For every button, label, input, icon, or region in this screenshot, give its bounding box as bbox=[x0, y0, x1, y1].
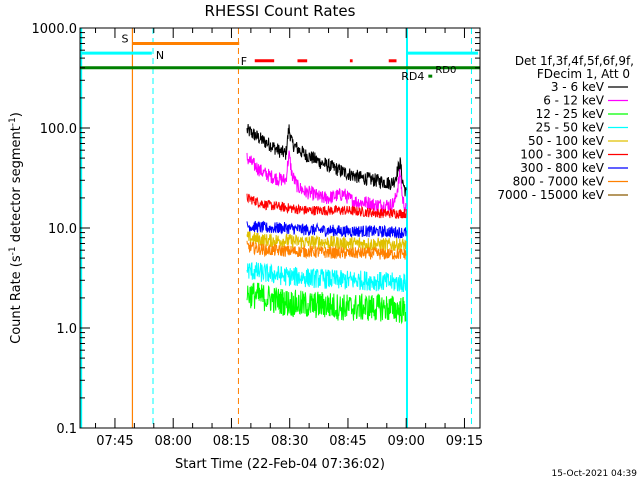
tick-layer: 0.1 1.0 10.0 100.0 1000.0 07:45 08:00 08:15 08:3… bbox=[32, 22, 484, 449]
y-axis-label-tail: detector segment bbox=[9, 126, 24, 246]
legend-label-1: 6 - 12 keV bbox=[543, 94, 605, 108]
series-line-0 bbox=[246, 123, 407, 197]
legend-label-4: 50 - 100 keV bbox=[528, 134, 605, 148]
chart-title: RHESSI Count Rates bbox=[205, 2, 356, 20]
x-axis-label: Start Time (22-Feb-04 07:36:02) bbox=[175, 457, 385, 472]
series-line-4 bbox=[246, 231, 407, 253]
x-tick-label-6: 09:15 bbox=[446, 434, 483, 449]
legend-label-2: 12 - 25 keV bbox=[536, 107, 605, 121]
flag-label-4: RD4 bbox=[401, 70, 424, 83]
y-axis-label-end: ) bbox=[9, 112, 24, 117]
x-tick-label-2: 08:15 bbox=[213, 434, 250, 449]
x-tick-label-5: 09:00 bbox=[387, 434, 424, 449]
y-tick-label-0: 0.1 bbox=[56, 422, 77, 437]
series-line-7 bbox=[246, 282, 407, 325]
legend-header-line-1: Det 1f,3f,4f,5f,6f,9f, bbox=[515, 54, 634, 68]
series-line-2 bbox=[246, 193, 407, 219]
flag-label-1: N bbox=[156, 49, 164, 62]
x-tick-label-4: 08:45 bbox=[329, 434, 366, 449]
y-axis-label: Count Rate (s-1 detector segment-1) bbox=[8, 112, 24, 344]
series-line-5 bbox=[246, 240, 407, 261]
series-line-3 bbox=[246, 220, 407, 239]
series-line-6 bbox=[246, 262, 407, 293]
flag-layer: S N RD4 F RD0 bbox=[80, 32, 480, 83]
legend-label-5: 100 - 300 keV bbox=[520, 148, 604, 162]
legend-label-6: 300 - 800 keV bbox=[520, 161, 604, 175]
timestamp: 15-Oct-2021 04:39 bbox=[552, 469, 638, 479]
series-line-1 bbox=[246, 150, 407, 214]
legend-label-8: 7000 - 15000 keV bbox=[497, 188, 604, 202]
legend-label-0: 3 - 6 keV bbox=[551, 80, 605, 94]
legend-label-7: 800 - 7000 keV bbox=[513, 175, 605, 189]
x-tick-label-3: 08:30 bbox=[271, 434, 308, 449]
legend-header-line-2: FDecim 1, Att 0 bbox=[537, 67, 630, 81]
y-tick-label-2: 10.0 bbox=[48, 222, 77, 237]
y-tick-label-4: 1000.0 bbox=[32, 22, 78, 37]
legend: Det 1f,3f,4f,5f,6f,9f, FDecim 1, Att 0 3… bbox=[497, 54, 634, 202]
rd0-flag-label: RD0 bbox=[435, 65, 456, 76]
flare-flag-label: F bbox=[241, 55, 247, 68]
x-tick-label-1: 08:00 bbox=[154, 434, 191, 449]
y-axis-label-exponent-2: -1 bbox=[8, 117, 18, 126]
y-tick-label-3: 100.0 bbox=[40, 122, 77, 137]
y-tick-label-1: 1.0 bbox=[56, 322, 77, 337]
x-tick-label-0: 07:45 bbox=[96, 434, 133, 449]
y-axis-label-exponent: -1 bbox=[8, 246, 18, 255]
legend-label-3: 25 - 50 keV bbox=[536, 121, 605, 135]
y-axis-label-main: Count Rate (s bbox=[9, 255, 24, 344]
flag-label-0: S bbox=[121, 32, 128, 45]
